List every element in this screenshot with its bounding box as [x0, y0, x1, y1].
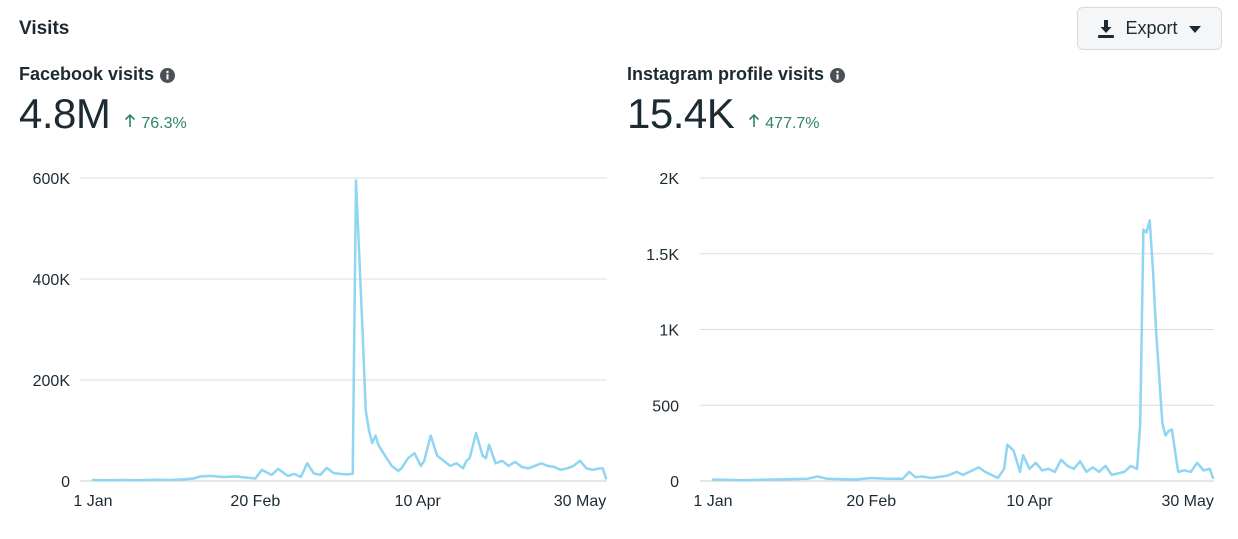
x-tick-label: 10 Apr	[395, 493, 442, 510]
arrow-up-icon	[124, 113, 136, 133]
series-line	[711, 219, 1215, 482]
series-line	[91, 179, 608, 482]
x-tick-label: 20 Feb	[230, 493, 280, 510]
y-tick-label: 2K	[659, 171, 679, 188]
y-tick-label: 400K	[33, 272, 71, 289]
download-icon	[1097, 19, 1115, 39]
info-icon[interactable]	[830, 67, 846, 83]
instagram-visits-title: Instagram profile visits	[627, 64, 846, 85]
y-tick-label: 600K	[33, 171, 71, 188]
export-button[interactable]: Export	[1077, 7, 1222, 50]
metric-change-value: 477.7%	[765, 115, 820, 132]
info-icon[interactable]	[160, 67, 176, 83]
panel-title-label: Facebook visits	[19, 64, 155, 84]
x-tick-label: 10 Apr	[1006, 493, 1053, 510]
x-tick-label: 30 May	[1161, 493, 1213, 510]
x-tick-label: 1 Jan	[693, 493, 732, 510]
instagram-visits-metric: 15.4K 477.7%	[627, 90, 820, 138]
facebook-visits-title: Facebook visits	[19, 64, 176, 85]
y-tick-label: 1K	[659, 323, 679, 340]
metric-value: 4.8M	[19, 90, 111, 137]
y-tick-label: 0	[61, 474, 70, 491]
x-tick-label: 20 Feb	[846, 493, 896, 510]
y-tick-label: 0	[670, 474, 679, 491]
section-title: Visits	[19, 18, 70, 39]
caret-down-icon	[1188, 24, 1202, 34]
export-label: Export	[1125, 18, 1178, 38]
metric-change: 477.7%	[748, 113, 820, 133]
x-tick-label: 1 Jan	[73, 493, 112, 510]
instagram-visits-chart: 0 500 1K 1.5K 2K 1 Jan 20 Feb 10 Apr 30 May	[646, 171, 1215, 510]
y-tick-label: 500	[652, 398, 679, 415]
y-tick-label: 1.5K	[646, 247, 679, 264]
x-tick-label: 30 May	[554, 493, 606, 510]
panel-title-label: Instagram profile visits	[627, 64, 825, 84]
facebook-visits-metric: 4.8M 76.3%	[19, 90, 187, 138]
metric-change-value: 76.3%	[141, 115, 187, 132]
arrow-up-icon	[748, 113, 760, 133]
metric-change: 76.3%	[124, 113, 187, 133]
y-tick-label: 200K	[33, 373, 71, 390]
metric-value: 15.4K	[627, 90, 735, 137]
facebook-visits-chart: 0 200K 400K 600K 1 Jan 20 Feb 10 Apr 30 May	[33, 171, 608, 510]
